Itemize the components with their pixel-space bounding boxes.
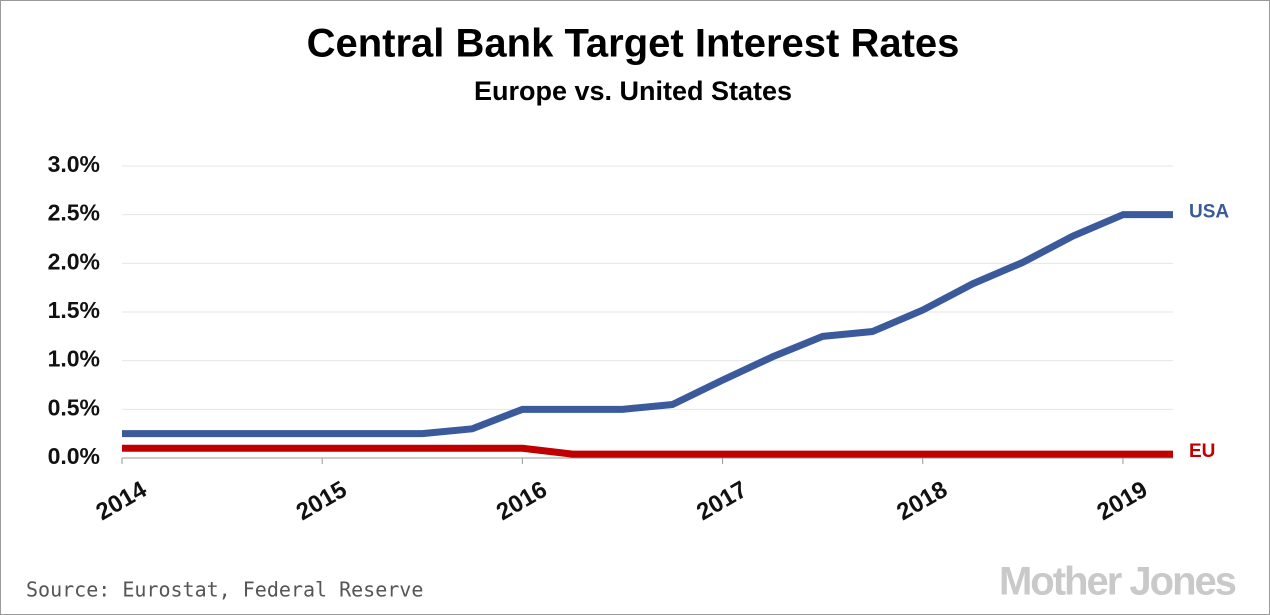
y-tick-label: 1.5% <box>48 297 100 323</box>
series-label: EU <box>1189 441 1215 462</box>
y-tick-label: 2.0% <box>48 248 100 274</box>
source-note: Source: Eurostat, Federal Reserve <box>26 578 423 602</box>
chart-subtitle: Europe vs. United States <box>474 76 792 106</box>
y-tick-label: 1.0% <box>48 346 100 372</box>
y-tick-label: 0.5% <box>48 394 100 420</box>
series-line <box>122 211 1173 438</box>
series-line <box>122 444 1173 458</box>
y-tick-label: 0.0% <box>48 443 100 469</box>
y-tick-label: 3.0% <box>48 151 100 177</box>
y-tick-label: 2.5% <box>48 200 100 226</box>
watermark: Mother Jones <box>999 560 1236 604</box>
series-label: USA <box>1189 202 1229 223</box>
chart-title: Central Bank Target Interest Rates <box>307 22 960 66</box>
